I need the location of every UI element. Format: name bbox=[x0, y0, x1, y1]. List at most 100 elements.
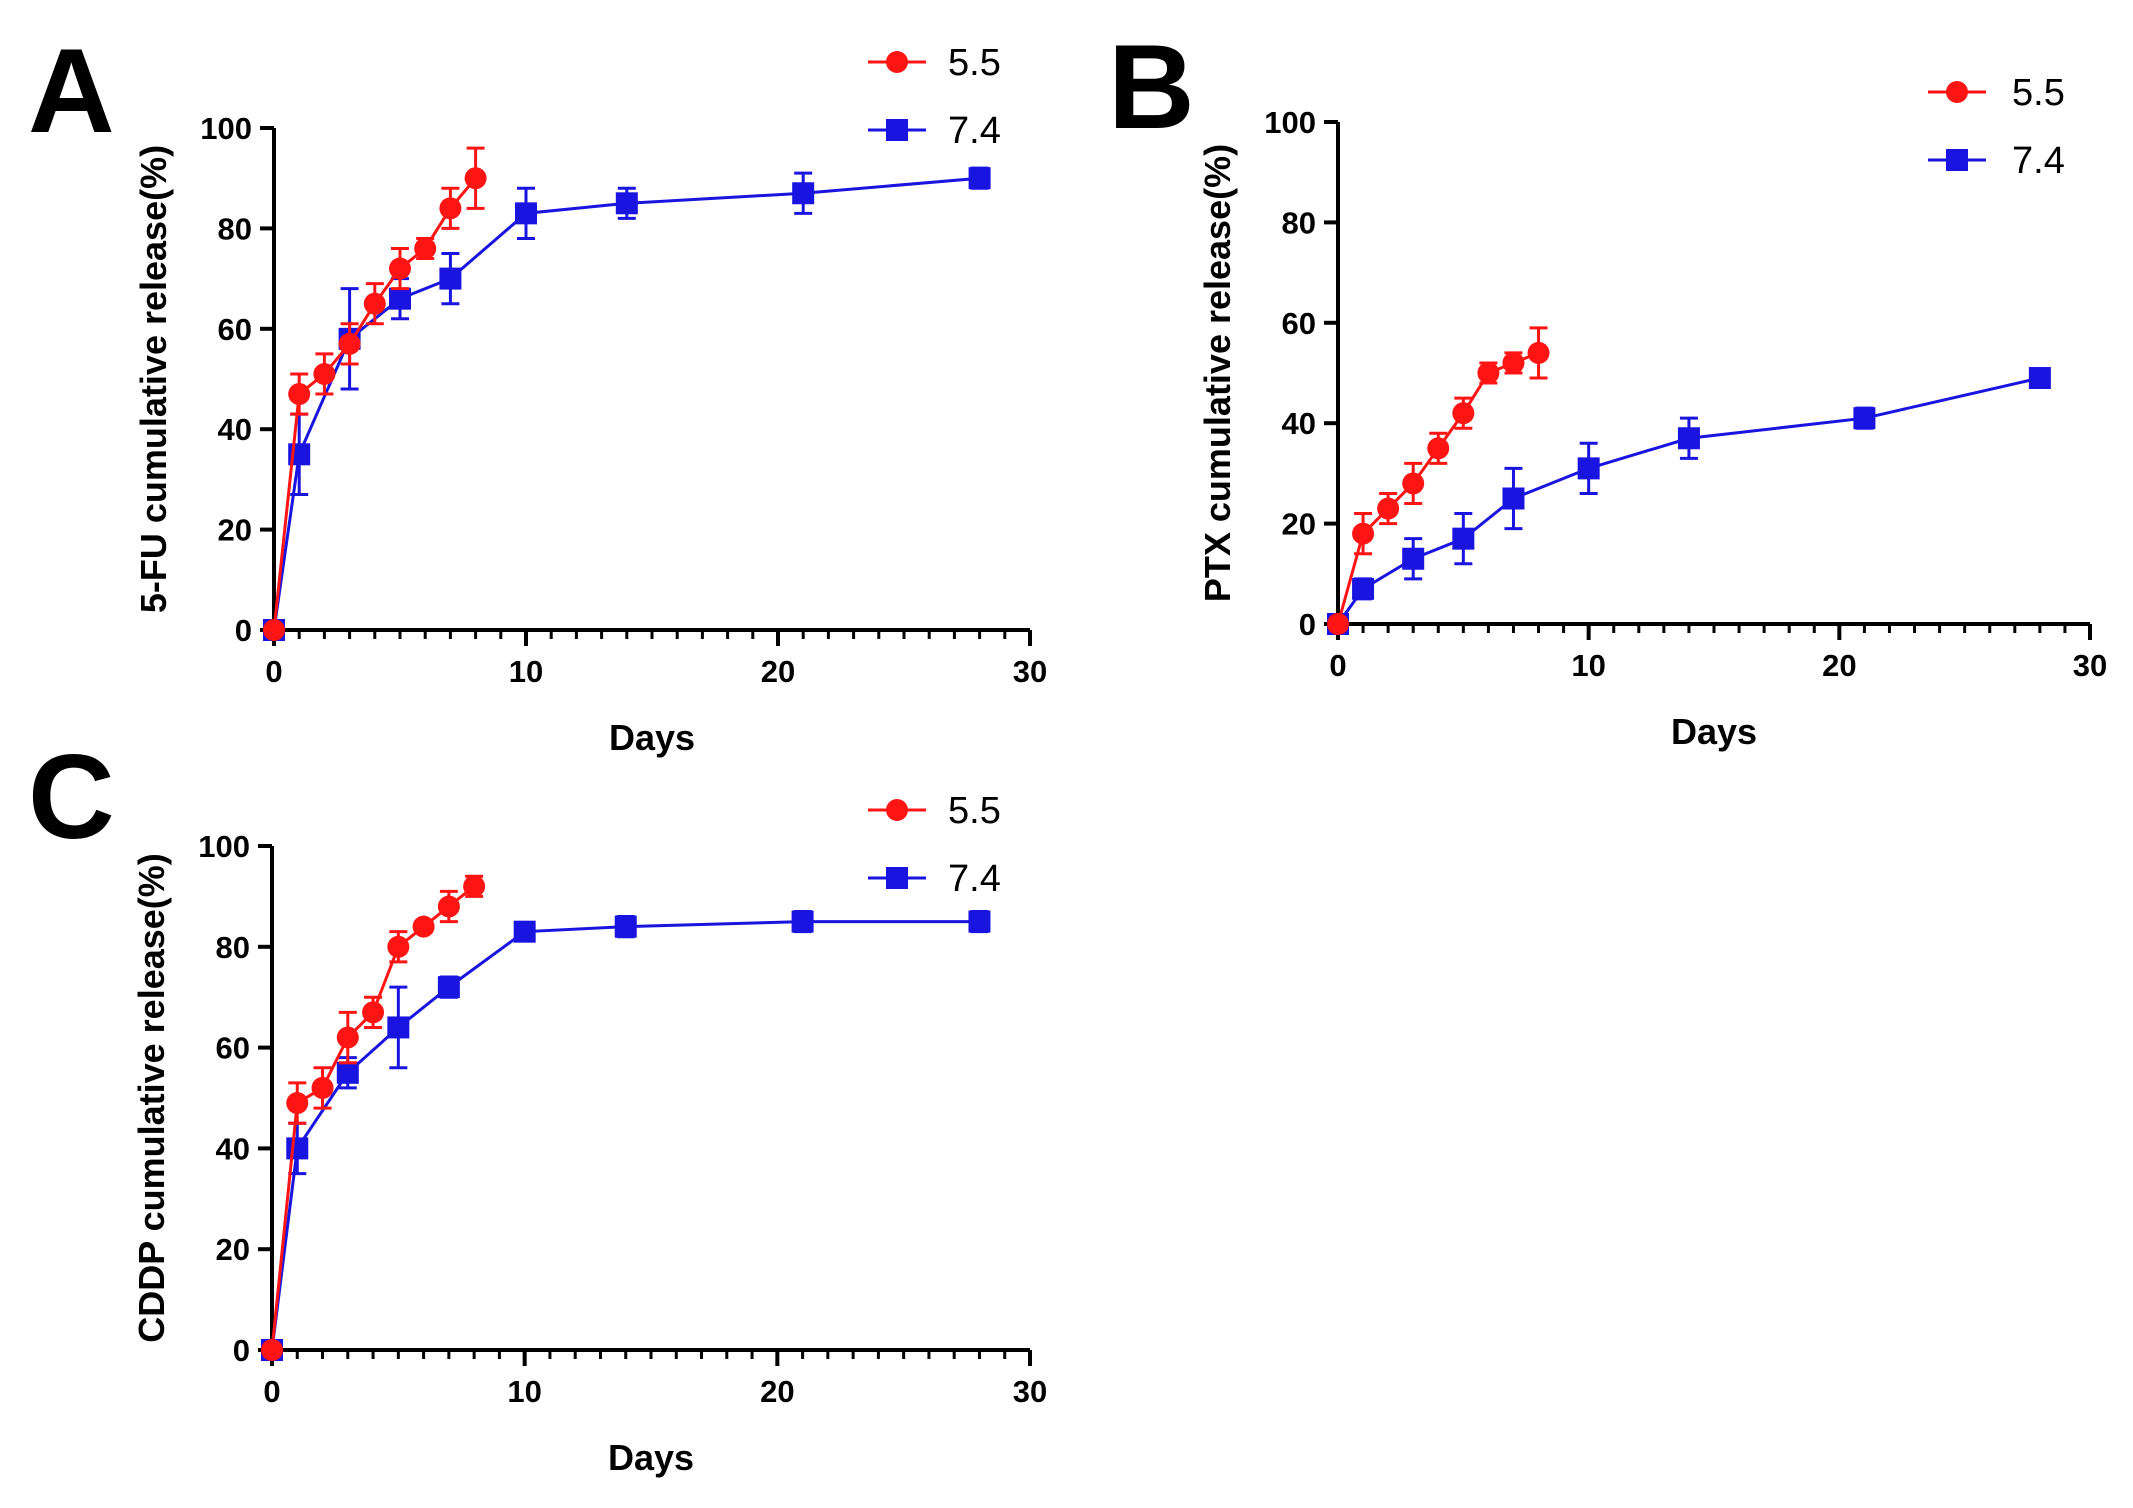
y-tick-label: 40 bbox=[1282, 406, 1316, 441]
y-tick-label: 20 bbox=[216, 1232, 250, 1267]
chart-panel-a: A 0 20 40 60 80 100 0 10 20 30 Days 5-FU cumulative … bbox=[28, 24, 1047, 758]
data-point bbox=[464, 167, 487, 190]
legend-marker bbox=[1946, 149, 1968, 171]
x-tick-label: 20 bbox=[761, 654, 795, 689]
data-point bbox=[792, 182, 815, 205]
y-tick-label: 60 bbox=[218, 312, 252, 347]
data-point bbox=[387, 935, 410, 958]
y-tick-label: 80 bbox=[216, 930, 250, 965]
data-point bbox=[614, 915, 637, 938]
data-point bbox=[1677, 427, 1700, 450]
data-point bbox=[389, 257, 411, 280]
series-5-5 bbox=[261, 874, 486, 1361]
data-point bbox=[1502, 487, 1525, 510]
data-point bbox=[1853, 407, 1876, 430]
data-point bbox=[968, 167, 991, 190]
data-point bbox=[261, 1339, 283, 1361]
series-7-4 bbox=[261, 910, 991, 1361]
data-point bbox=[437, 976, 460, 999]
x-tick-label: 10 bbox=[1571, 648, 1605, 683]
legend: 5.5 7.4 bbox=[868, 790, 1001, 900]
x-axis-title: Days bbox=[1671, 711, 1757, 752]
data-point bbox=[362, 1001, 385, 1024]
y-tick-label: 0 bbox=[235, 613, 252, 648]
legend-marker bbox=[886, 867, 908, 889]
data-point bbox=[2028, 367, 2051, 390]
data-point bbox=[363, 292, 386, 315]
y-tick-label: 100 bbox=[198, 829, 250, 864]
data-point bbox=[288, 383, 311, 406]
x-tick-label: 30 bbox=[1013, 654, 1047, 689]
y-tick-label: 40 bbox=[218, 412, 252, 447]
y-axis-title: CDDP cumulative release(%) bbox=[131, 853, 172, 1343]
data-point bbox=[439, 267, 462, 290]
data-point bbox=[439, 197, 462, 220]
data-point bbox=[286, 1137, 309, 1160]
y-tick-label: 60 bbox=[216, 1031, 250, 1066]
data-point bbox=[615, 192, 638, 215]
data-point bbox=[412, 915, 435, 938]
series-line bbox=[1336, 376, 2041, 625]
data-point bbox=[1527, 341, 1550, 364]
y-tick-label: 0 bbox=[1299, 607, 1316, 642]
data-point bbox=[968, 910, 991, 933]
legend-marker bbox=[886, 119, 908, 141]
data-point bbox=[336, 1026, 359, 1049]
legend-label: 7.4 bbox=[2012, 140, 2065, 182]
x-tick-label: 0 bbox=[1329, 648, 1346, 683]
data-point bbox=[1452, 402, 1475, 425]
x-tick-label: 30 bbox=[1013, 1374, 1047, 1409]
y-tick-label: 80 bbox=[218, 211, 252, 246]
series-line bbox=[270, 920, 980, 1351]
data-point bbox=[1327, 613, 1349, 635]
data-point bbox=[336, 1061, 359, 1084]
x-tick-label: 0 bbox=[263, 1374, 280, 1409]
legend-marker bbox=[1946, 81, 1968, 103]
x-tick-label: 0 bbox=[265, 654, 282, 689]
panel-letter: A bbox=[28, 24, 115, 158]
legend-label: 5.5 bbox=[948, 42, 1001, 84]
data-point bbox=[1352, 522, 1375, 545]
data-point bbox=[1427, 437, 1450, 460]
data-point bbox=[1402, 472, 1425, 495]
y-tick-label: 100 bbox=[200, 111, 252, 146]
data-point bbox=[463, 875, 486, 898]
data-point bbox=[1577, 457, 1600, 480]
data-point bbox=[791, 910, 814, 933]
legend-marker bbox=[886, 799, 908, 821]
panel-letter: C bbox=[28, 730, 115, 864]
x-tick-label: 20 bbox=[760, 1374, 794, 1409]
legend-label: 5.5 bbox=[2012, 72, 2065, 114]
y-tick-label: 0 bbox=[233, 1333, 250, 1368]
y-tick-label: 60 bbox=[1282, 306, 1316, 341]
legend: 5.5 7.4 bbox=[868, 42, 1001, 152]
x-tick-label: 30 bbox=[2073, 648, 2107, 683]
data-point bbox=[263, 619, 285, 641]
y-tick-label: 100 bbox=[1264, 105, 1316, 140]
data-point bbox=[389, 287, 411, 310]
series-line bbox=[272, 177, 477, 631]
panel-letter: B bbox=[1108, 20, 1195, 154]
legend-label: 7.4 bbox=[948, 110, 1001, 152]
x-tick-label: 20 bbox=[1822, 648, 1856, 683]
data-point bbox=[437, 895, 460, 918]
y-tick-label: 20 bbox=[1282, 507, 1316, 542]
data-point bbox=[1402, 547, 1425, 570]
x-tick-label: 10 bbox=[507, 1374, 541, 1409]
legend-label: 5.5 bbox=[948, 790, 1001, 832]
legend-label: 7.4 bbox=[948, 858, 1001, 900]
data-point bbox=[311, 1076, 334, 1099]
data-point bbox=[414, 237, 437, 260]
y-tick-label: 20 bbox=[218, 513, 252, 548]
legend-marker bbox=[886, 51, 908, 73]
data-point bbox=[1477, 362, 1500, 384]
y-axis-title: 5-FU cumulative release(%) bbox=[133, 145, 174, 613]
series-line bbox=[272, 176, 980, 631]
series-7-4 bbox=[1327, 367, 2051, 635]
chart-panel-c: C 0 20 40 60 80 100 0 10 20 30 Days CDDP cumulative … bbox=[28, 730, 1047, 1478]
y-tick-label: 40 bbox=[216, 1131, 250, 1166]
chart-panel-b: B 0 20 40 60 80 100 0 10 20 30 Days PTX cumulative r… bbox=[1108, 20, 2107, 752]
data-point bbox=[387, 1016, 410, 1039]
x-tick-label: 10 bbox=[509, 654, 543, 689]
